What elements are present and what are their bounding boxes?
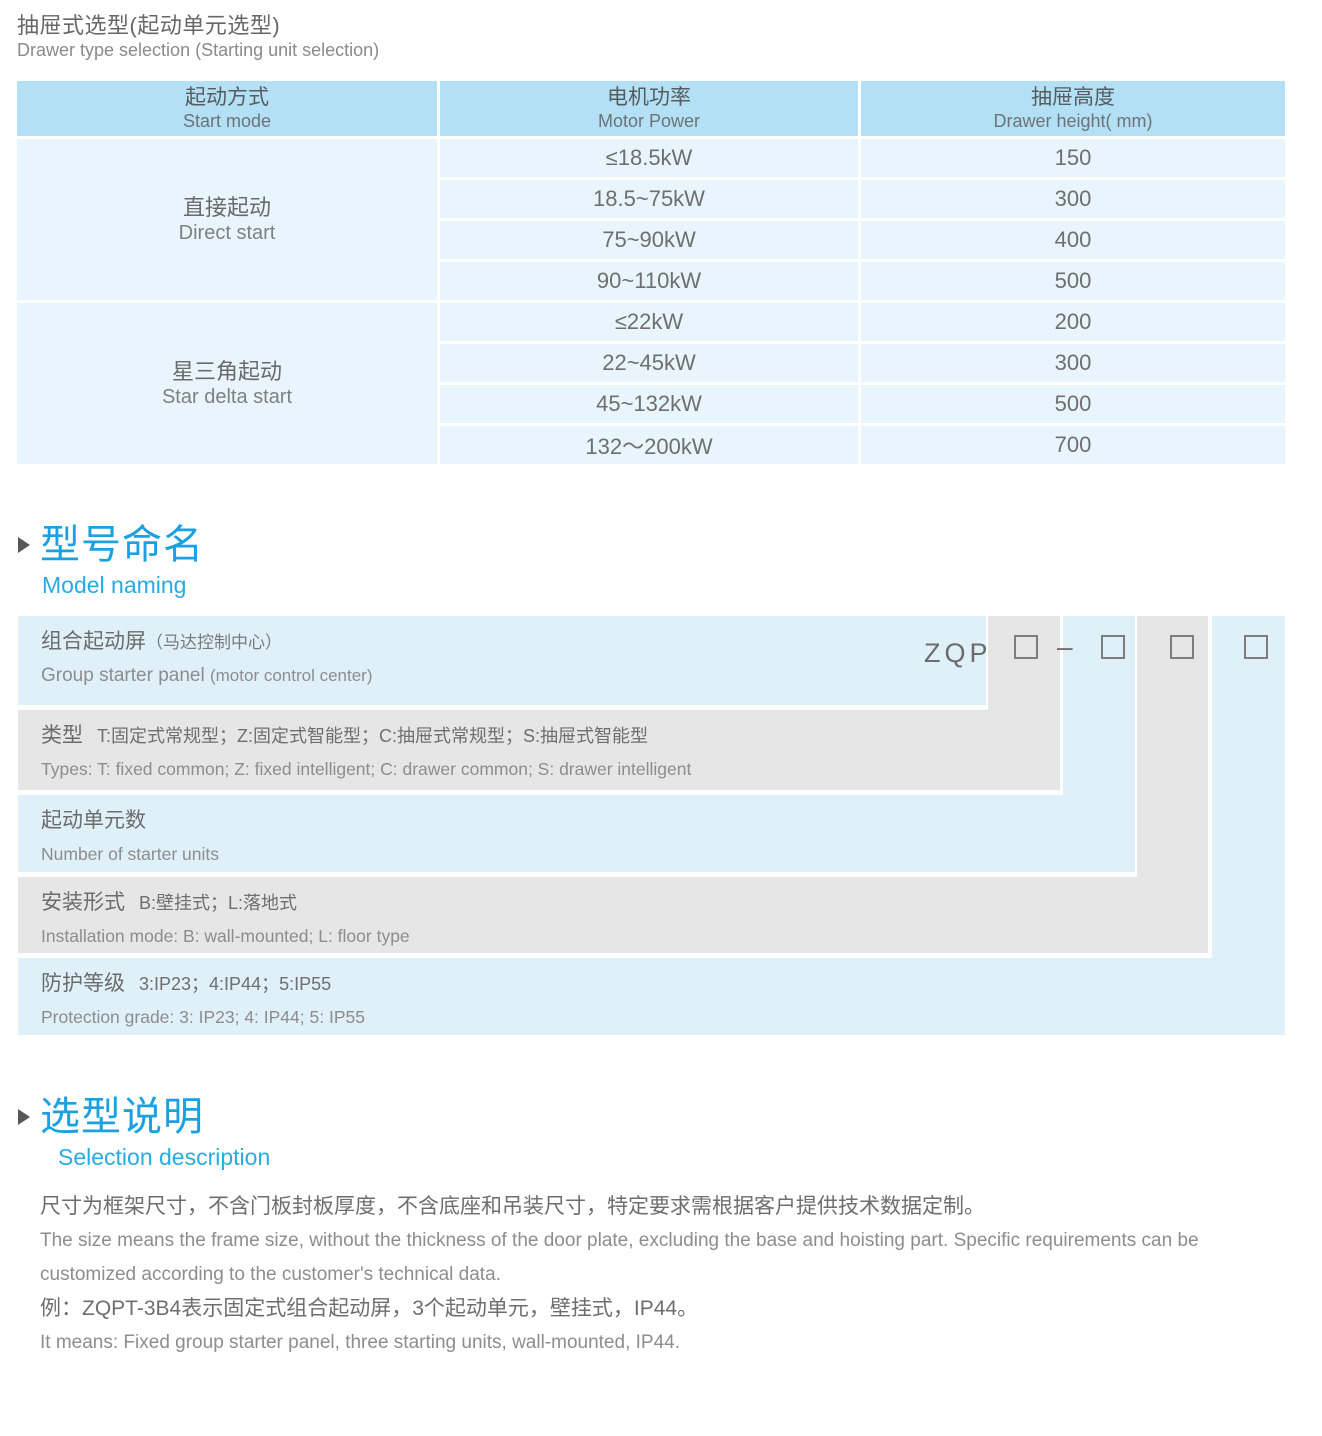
mode-zh: 星三角起动 bbox=[171, 359, 282, 384]
band-label-zh: 类型 T:固定式常规型；Z:固定式智能型；C:抽屉式常规型；S:抽屉式智能型 bbox=[41, 723, 1060, 749]
band-installation-mode: 安装形式 B:壁挂式；L:落地式 Installation mode: B: wa… bbox=[18, 877, 1208, 953]
power-cell: ≤22kW bbox=[440, 303, 858, 341]
section-model-naming-header: 型号命名 Model naming bbox=[18, 522, 204, 599]
section-title-en: Model naming bbox=[42, 572, 187, 598]
col-header-en: Start mode bbox=[182, 111, 272, 131]
band-types: 类型 T:固定式常规型；Z:固定式智能型；C:抽屉式常规型；S:抽屉式智能型 Ty… bbox=[18, 710, 1060, 790]
page-title-zh: 抽屉式选型(起动单元选型) bbox=[17, 13, 281, 38]
arrow-right-icon bbox=[18, 537, 30, 553]
band-label-zh: 组合起动屏（马达控制中心） bbox=[41, 629, 986, 656]
dash-icon: – bbox=[1057, 631, 1073, 662]
height-cell: 150 bbox=[861, 139, 1285, 177]
band-group-starter-panel: 组合起动屏（马达控制中心） Group starter panel (motor… bbox=[18, 616, 986, 705]
section-title-en: Selection description bbox=[58, 1144, 271, 1170]
height-cell: 200 bbox=[861, 303, 1285, 341]
description-en: The size means the frame size, without t… bbox=[40, 1230, 1199, 1285]
band-en: Group starter panel bbox=[41, 665, 205, 686]
band-zh: 起动单元数 bbox=[41, 809, 146, 832]
example-en: It means: Fixed group starter panel, thr… bbox=[40, 1332, 680, 1353]
band-label-zh: 安装形式 B:壁挂式；L:落地式 bbox=[41, 890, 1208, 916]
section-title-zh: 选型说明 bbox=[40, 1095, 204, 1139]
col-header-motor-power: 电机功率 Motor Power bbox=[440, 81, 858, 136]
power-cell: 90~110kW bbox=[440, 262, 858, 300]
power-cell: ≤18.5kW bbox=[440, 139, 858, 177]
arrow-right-icon bbox=[18, 1109, 30, 1125]
model-code-box-2 bbox=[1101, 635, 1125, 659]
band-en-note: (motor control center) bbox=[209, 666, 373, 685]
band-zh-detail: 3:IP23；4:IP44；5:IP55 bbox=[139, 974, 332, 994]
height-cell: 700 bbox=[861, 426, 1285, 464]
height-cell: 300 bbox=[861, 344, 1285, 382]
model-code-box-1 bbox=[1014, 635, 1038, 659]
drawer-selection-table: 起动方式 Start mode 电机功率 Motor Power 抽屉高度 Dr… bbox=[17, 81, 1285, 464]
band-zh: 类型 bbox=[41, 724, 83, 747]
model-naming-diagram: 组合起动屏（马达控制中心） Group starter panel (motor… bbox=[18, 616, 1285, 1035]
mode-cell-star-delta-start: 星三角起动 Star delta start bbox=[17, 303, 437, 464]
band-label-en: Types: T: fixed common; Z: fixed intelli… bbox=[41, 759, 692, 779]
band-label-en: Protection grade: 3: IP23; 4: IP44; 5: I… bbox=[41, 1007, 365, 1027]
band-label-en: Number of starter units bbox=[41, 844, 219, 864]
col-header-start-mode: 起动方式 Start mode bbox=[17, 81, 437, 136]
col-header-drawer-height: 抽屉高度 Drawer height( mm) bbox=[861, 81, 1285, 136]
col-header-zh: 抽屉高度 bbox=[1031, 86, 1115, 109]
band-number-of-units: 起动单元数 Number of starter units bbox=[18, 795, 1135, 872]
col-header-en: Drawer height( mm) bbox=[993, 111, 1153, 131]
description-zh: 尺寸为框架尺寸，不含门板封板厚度，不含底座和吊装尺寸，特定要求需根据客户提供技术… bbox=[40, 1195, 985, 1218]
height-cell: 400 bbox=[861, 221, 1285, 259]
model-code-box-3 bbox=[1170, 635, 1194, 659]
section-title-zh: 型号命名 bbox=[40, 523, 204, 567]
power-cell: 45~132kW bbox=[440, 385, 858, 423]
selection-description-body: 尺寸为框架尺寸，不含门板封板厚度，不含底座和吊装尺寸，特定要求需根据客户提供技术… bbox=[40, 1190, 1292, 1360]
model-code-prefix: ZQP bbox=[924, 638, 992, 668]
band-zh: 安装形式 bbox=[41, 891, 125, 914]
height-cell: 500 bbox=[861, 262, 1285, 300]
mode-zh: 直接起动 bbox=[182, 195, 271, 220]
band-label-zh: 起动单元数 bbox=[41, 808, 1135, 834]
mode-en: Direct start bbox=[178, 222, 276, 244]
band-zh-note: （马达控制中心） bbox=[146, 633, 282, 652]
power-cell: 132～200kW bbox=[440, 426, 858, 464]
section-selection-description-header: 选型说明 Selection description bbox=[18, 1094, 270, 1171]
band-zh: 组合起动屏 bbox=[41, 630, 146, 653]
band-label-en: Installation mode: B: wall-mounted; L: f… bbox=[41, 926, 410, 946]
band-protection-grade: 防护等级 3:IP23；4:IP44；5:IP55 Protection grad… bbox=[18, 958, 1285, 1035]
band-zh-detail: B:壁挂式；L:落地式 bbox=[139, 893, 298, 913]
power-cell: 22~45kW bbox=[440, 344, 858, 382]
col-header-zh: 电机功率 bbox=[607, 86, 691, 109]
band-label-en: Group starter panel (motor control cente… bbox=[41, 665, 986, 687]
power-cell: 75~90kW bbox=[440, 221, 858, 259]
power-cell: 18.5~75kW bbox=[440, 180, 858, 218]
height-cell: 500 bbox=[861, 385, 1285, 423]
band-label-zh: 防护等级 3:IP23；4:IP44；5:IP55 bbox=[41, 971, 1285, 997]
col-header-zh: 起动方式 bbox=[185, 86, 269, 109]
page-title-en: Drawer type selection (Starting unit sel… bbox=[17, 40, 380, 60]
mode-en: Star delta start bbox=[161, 386, 293, 408]
band-zh: 防护等级 bbox=[41, 972, 125, 995]
mode-cell-direct-start: 直接起动 Direct start bbox=[17, 139, 437, 300]
model-code-box-4 bbox=[1244, 635, 1268, 659]
band-zh-detail: T:固定式常规型；Z:固定式智能型；C:抽屉式常规型；S:抽屉式智能型 bbox=[97, 726, 649, 746]
height-cell: 300 bbox=[861, 180, 1285, 218]
example-zh: 例：ZQPT-3B4表示固定式组合起动屏，3个起动单元，壁挂式，IP44。 bbox=[40, 1297, 699, 1320]
col-header-en: Motor Power bbox=[597, 111, 701, 131]
